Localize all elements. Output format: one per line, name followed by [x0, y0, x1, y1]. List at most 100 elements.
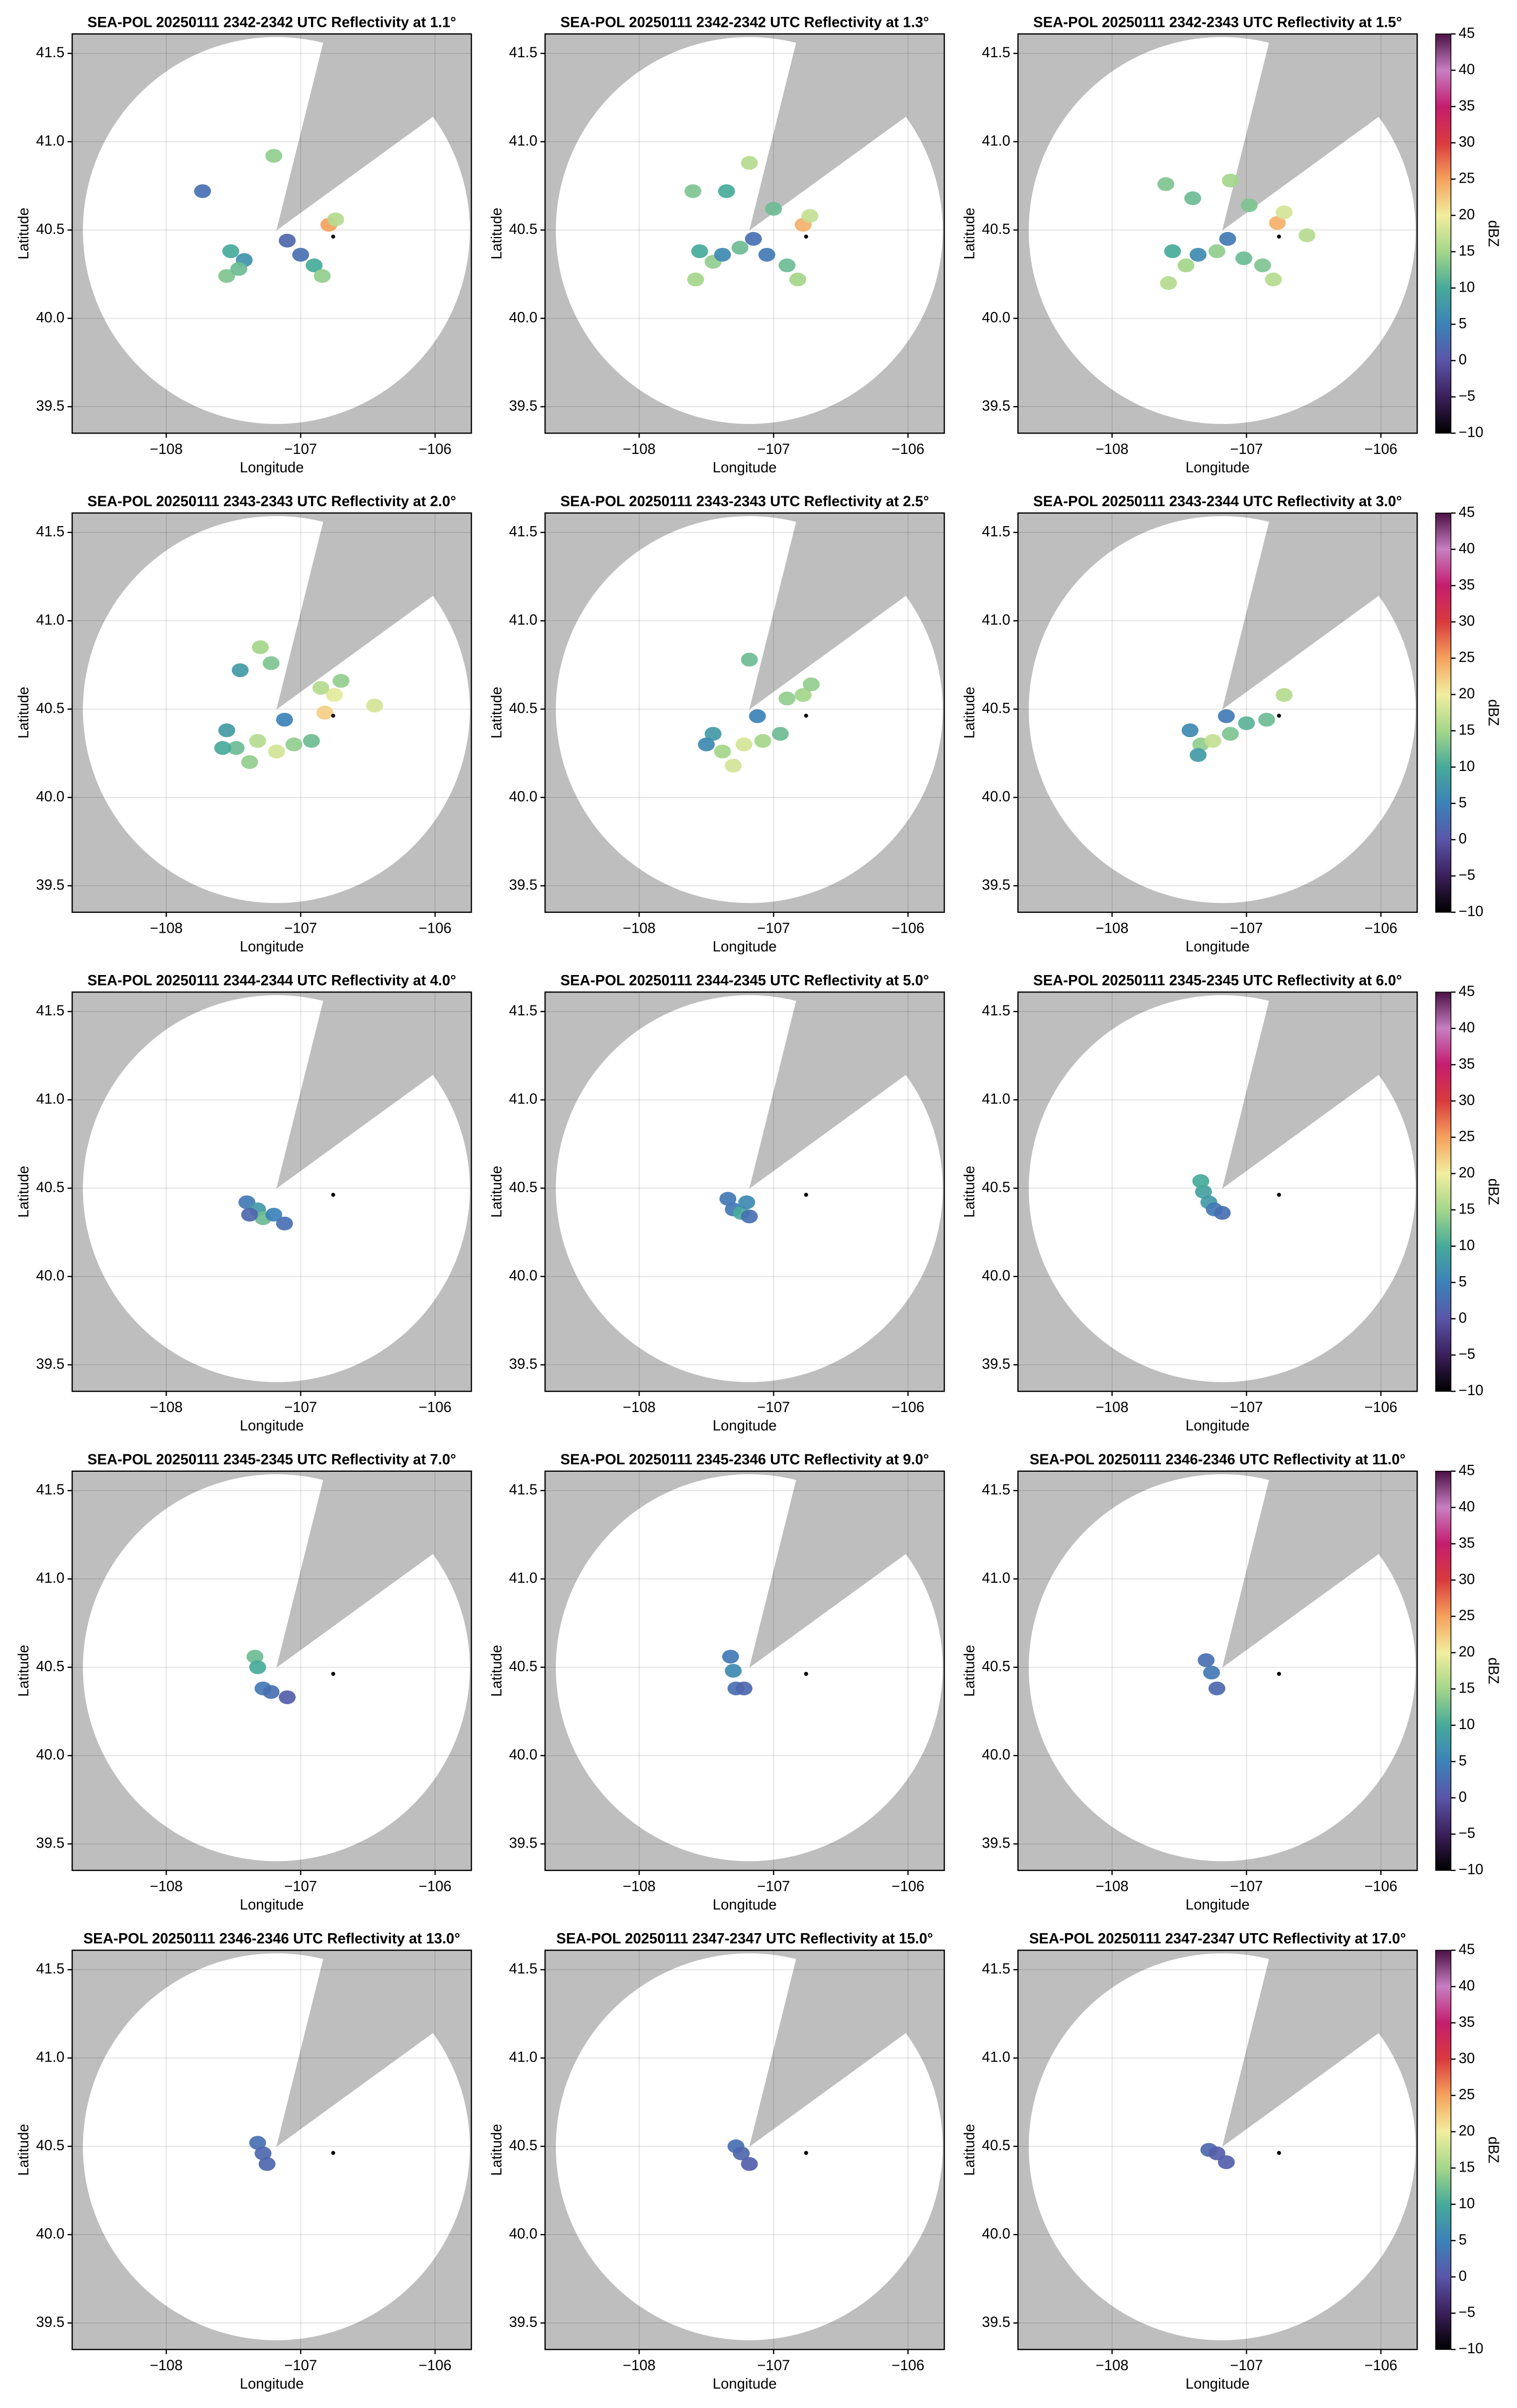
echo	[265, 1207, 283, 1222]
echo	[719, 1192, 737, 1206]
y-tick-label: 40.0	[36, 1267, 65, 1284]
x-tick-label: −108	[1095, 441, 1128, 457]
colorbar-tick-label: −10	[1459, 1861, 1484, 1878]
y-tick-label: 41.0	[509, 132, 538, 149]
panel: −108 −107 −106 39.5 40.0 40.5 41.0 41.5 SEA-POL …	[488, 972, 945, 1434]
axes-frame	[1017, 991, 1418, 1392]
x-tick-label: −107	[284, 920, 317, 937]
echo	[778, 258, 796, 273]
chart-title: SEA-POL 20250111 2346-2346 UTC Reflectiv…	[1030, 1451, 1406, 1468]
y-tick-label: 40.0	[509, 788, 538, 805]
chart-title: SEA-POL 20250111 2342-2343 UTC Reflectiv…	[1033, 14, 1402, 30]
echo	[218, 269, 235, 283]
echo	[735, 1681, 753, 1696]
axes-frame	[544, 512, 945, 913]
ship-marker	[1277, 1672, 1281, 1676]
colorbar-tick-label: 40	[1459, 1019, 1475, 1036]
colorbar-tick-label: −10	[1459, 2340, 1484, 2357]
ship-marker	[331, 234, 335, 239]
y-tick-label: 39.5	[982, 1356, 1010, 1372]
chart-title: SEA-POL 20250111 2346-2346 UTC Reflectiv…	[84, 1930, 460, 1947]
colorbar-tick-label: 10	[1459, 279, 1475, 295]
x-axis-label: Longitude	[713, 1897, 777, 1913]
x-tick-label: −108	[1095, 2357, 1128, 2374]
x-tick-label: −107	[284, 1399, 317, 1416]
x-axis-label: Longitude	[713, 2376, 777, 2392]
echo	[698, 737, 715, 752]
x-axis-label: Longitude	[713, 459, 777, 476]
coverage-area	[555, 516, 943, 903]
x-tick-label: −106	[891, 441, 924, 457]
x-tick-label: −108	[623, 1399, 655, 1416]
y-tick-label: 40.5	[36, 221, 65, 237]
coverage-area	[83, 1953, 470, 2340]
colorbar-label: dBZ	[1485, 699, 1502, 726]
echo	[241, 755, 258, 769]
y-axis-label: Latitude	[488, 1166, 505, 1217]
y-axis-label: Latitude	[15, 208, 32, 259]
y-tick-label: 41.5	[509, 44, 538, 61]
echo	[789, 272, 806, 287]
y-tick-label: 40.0	[36, 788, 65, 805]
x-tick-label: −107	[1230, 441, 1263, 457]
y-axis-label: Latitude	[488, 208, 505, 259]
y-tick-label: 40.5	[36, 2137, 65, 2154]
chart-title: SEA-POL 20250111 2344-2344 UTC Reflectiv…	[88, 972, 456, 988]
echo	[262, 1685, 280, 1699]
panel: −108 −107 −106 39.5 40.0 40.5 41.0 41.5 SEA-POL …	[15, 14, 472, 476]
axes-frame	[1017, 1470, 1418, 1871]
x-axis-label: Longitude	[1186, 1897, 1250, 1913]
y-tick-label: 41.0	[982, 132, 1010, 149]
y-tick-label: 41.0	[36, 612, 65, 628]
coverage-area	[83, 37, 470, 424]
echo	[276, 1216, 293, 1231]
x-tick-label: −106	[1365, 2357, 1398, 2374]
x-tick-label: −107	[1230, 2357, 1263, 2374]
x-tick-label: −107	[284, 2357, 317, 2374]
echo	[214, 741, 231, 755]
axes-frame	[544, 991, 945, 1392]
colorbar-tick-label: 20	[1459, 685, 1475, 702]
colorbar-tick-label: 15	[1459, 1680, 1475, 1696]
y-tick-label: 40.0	[982, 2225, 1010, 2242]
colorbar-tick-label: 15	[1459, 2159, 1475, 2176]
x-tick-label: −107	[757, 2357, 790, 2374]
y-tick-label: 40.0	[509, 1747, 538, 1763]
echo	[249, 2136, 266, 2150]
colorbar-tick-label: 10	[1459, 758, 1475, 774]
colorbar-tick-label: 45	[1459, 504, 1475, 520]
y-tick-label: 40.5	[36, 700, 65, 716]
echo	[1222, 727, 1239, 741]
x-axis-label: Longitude	[1186, 459, 1250, 476]
colorbar-tick-label: −10	[1459, 424, 1484, 440]
echo	[1184, 191, 1201, 206]
colorbar-tick-label: −5	[1459, 1825, 1475, 1842]
y-tick-label: 41.0	[36, 2049, 65, 2066]
y-tick-label: 39.5	[509, 1835, 538, 1851]
echo	[718, 184, 735, 198]
echo	[1192, 1174, 1209, 1188]
colorbar-tick-label: 35	[1459, 1534, 1475, 1551]
y-axis-label: Latitude	[15, 1166, 32, 1217]
y-tick-label: 40.5	[36, 1658, 65, 1674]
y-tick-label: 40.0	[982, 788, 1010, 805]
colorbar-tick-label: 20	[1459, 1643, 1475, 1660]
colorbar-tick-label: 15	[1459, 1201, 1475, 1217]
x-tick-label: −107	[1230, 920, 1263, 937]
y-tick-label: 40.5	[982, 1658, 1010, 1674]
coverage-area	[1028, 1474, 1416, 1861]
chart-title: SEA-POL 20250111 2347-2347 UTC Reflectiv…	[556, 1930, 933, 1947]
colorbar-tick-label: −5	[1459, 1346, 1475, 1362]
chart-title: SEA-POL 20250111 2345-2346 UTC Reflectiv…	[560, 1451, 929, 1468]
colorbar-label: dBZ	[1485, 1178, 1502, 1205]
chart-title: SEA-POL 20250111 2343-2344 UTC Reflectiv…	[1033, 493, 1402, 510]
echo	[265, 149, 283, 163]
echo	[262, 656, 280, 670]
y-tick-label: 39.5	[509, 1356, 538, 1372]
y-tick-label: 41.5	[36, 1002, 65, 1019]
y-tick-label: 41.0	[982, 1570, 1010, 1586]
y-tick-label: 41.0	[36, 132, 65, 149]
x-tick-label: −108	[150, 441, 183, 457]
x-tick-label: −106	[1365, 1399, 1398, 1416]
echo	[735, 737, 753, 752]
